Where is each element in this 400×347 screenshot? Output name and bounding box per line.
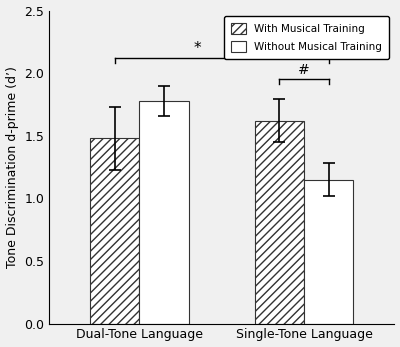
Bar	[255, 121, 304, 324]
Bar	[304, 180, 353, 324]
Bar	[90, 138, 140, 324]
Bar	[140, 101, 189, 324]
Text: #: #	[298, 63, 310, 77]
Y-axis label: Tone Discrimination d-prime (d’): Tone Discrimination d-prime (d’)	[6, 66, 18, 268]
Legend: With Musical Training, Without Musical Training: With Musical Training, Without Musical T…	[224, 16, 389, 59]
Text: *: *	[193, 41, 201, 56]
